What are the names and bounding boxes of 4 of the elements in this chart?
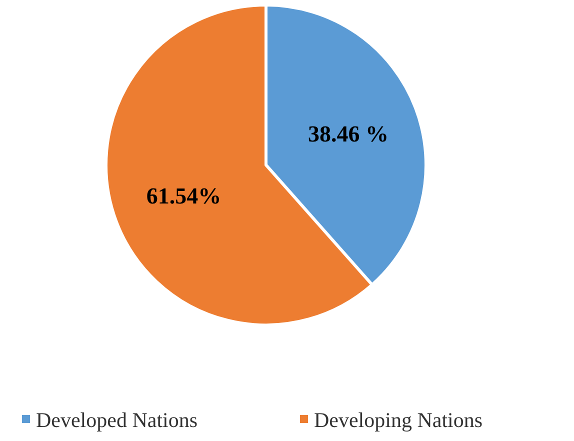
data-label: 61.54% [146, 184, 222, 209]
legend-label: Developed Nations [36, 408, 198, 432]
legend-label: Developing Nations [314, 408, 483, 432]
data-label: 38.46 % [308, 121, 389, 146]
